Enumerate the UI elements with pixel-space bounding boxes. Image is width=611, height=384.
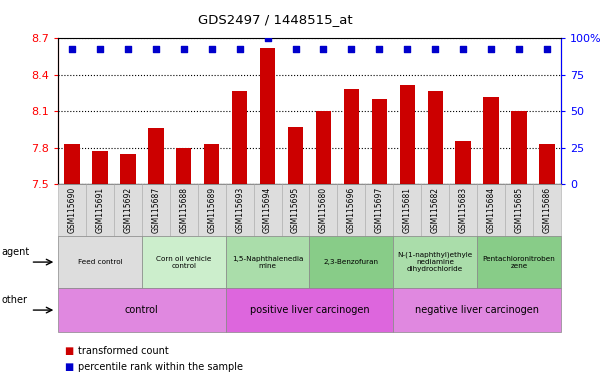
Text: ■: ■ [64, 346, 73, 356]
Text: Pentachloronitroben
zene: Pentachloronitroben zene [483, 256, 555, 268]
Text: GSM115697: GSM115697 [375, 187, 384, 233]
Text: GSM115682: GSM115682 [431, 187, 440, 233]
Text: GDS2497 / 1448515_at: GDS2497 / 1448515_at [197, 13, 353, 26]
Bar [232, 91, 247, 184]
Bar [120, 154, 136, 184]
Point [151, 46, 161, 52]
Text: positive liver carcinogen: positive liver carcinogen [250, 305, 369, 315]
Bar [344, 89, 359, 184]
Text: GSM115696: GSM115696 [347, 187, 356, 233]
Text: GSM115691: GSM115691 [95, 187, 104, 233]
Text: GSM115694: GSM115694 [263, 187, 272, 233]
Text: GSM115695: GSM115695 [291, 187, 300, 233]
Text: ■: ■ [64, 362, 73, 372]
Text: GSM115684: GSM115684 [486, 187, 496, 233]
Text: Feed control: Feed control [78, 259, 122, 265]
Point [514, 46, 524, 52]
Bar [148, 128, 164, 184]
Bar [64, 144, 79, 184]
Bar [288, 127, 303, 184]
Point [67, 46, 77, 52]
Bar [204, 144, 219, 184]
Text: GSM115681: GSM115681 [403, 187, 412, 233]
Text: GSM115690: GSM115690 [67, 187, 76, 233]
Point [458, 46, 468, 52]
Text: GSM115686: GSM115686 [543, 187, 552, 233]
Point [207, 46, 216, 52]
Bar [316, 111, 331, 184]
Bar [371, 99, 387, 184]
Point [235, 46, 244, 52]
Bar [511, 111, 527, 184]
Bar [428, 91, 443, 184]
Point [542, 46, 552, 52]
Point [375, 46, 384, 52]
Text: transformed count: transformed count [78, 346, 169, 356]
Text: other: other [1, 295, 27, 306]
Text: GSM115688: GSM115688 [179, 187, 188, 233]
Text: Corn oil vehicle
control: Corn oil vehicle control [156, 256, 211, 268]
Point [403, 46, 412, 52]
Text: N-(1-naphthyl)ethyle
nediamine
dihydrochloride: N-(1-naphthyl)ethyle nediamine dihydroch… [398, 252, 473, 272]
Point [179, 46, 189, 52]
Point [123, 46, 133, 52]
Text: agent: agent [1, 247, 29, 258]
Text: GSM115683: GSM115683 [459, 187, 467, 233]
Text: GSM115687: GSM115687 [152, 187, 160, 233]
Bar [260, 48, 275, 184]
Bar [176, 148, 191, 184]
Point [346, 46, 356, 52]
Text: GSM115680: GSM115680 [319, 187, 328, 233]
Point [95, 46, 105, 52]
Text: GSM115685: GSM115685 [514, 187, 524, 233]
Point [318, 46, 328, 52]
Text: 2,3-Benzofuran: 2,3-Benzofuran [324, 259, 379, 265]
Text: control: control [125, 305, 159, 315]
Bar [455, 141, 471, 184]
Text: GSM115693: GSM115693 [235, 187, 244, 233]
Point [430, 46, 440, 52]
Text: GSM115692: GSM115692 [123, 187, 133, 233]
Point [263, 35, 273, 41]
Point [486, 46, 496, 52]
Bar [400, 84, 415, 184]
Bar [540, 144, 555, 184]
Point [291, 46, 301, 52]
Bar [483, 97, 499, 184]
Text: negative liver carcinogen: negative liver carcinogen [415, 305, 539, 315]
Text: GSM115689: GSM115689 [207, 187, 216, 233]
Bar [92, 152, 108, 184]
Text: 1,5-Naphthalenedia
mine: 1,5-Naphthalenedia mine [232, 256, 303, 268]
Text: percentile rank within the sample: percentile rank within the sample [78, 362, 243, 372]
